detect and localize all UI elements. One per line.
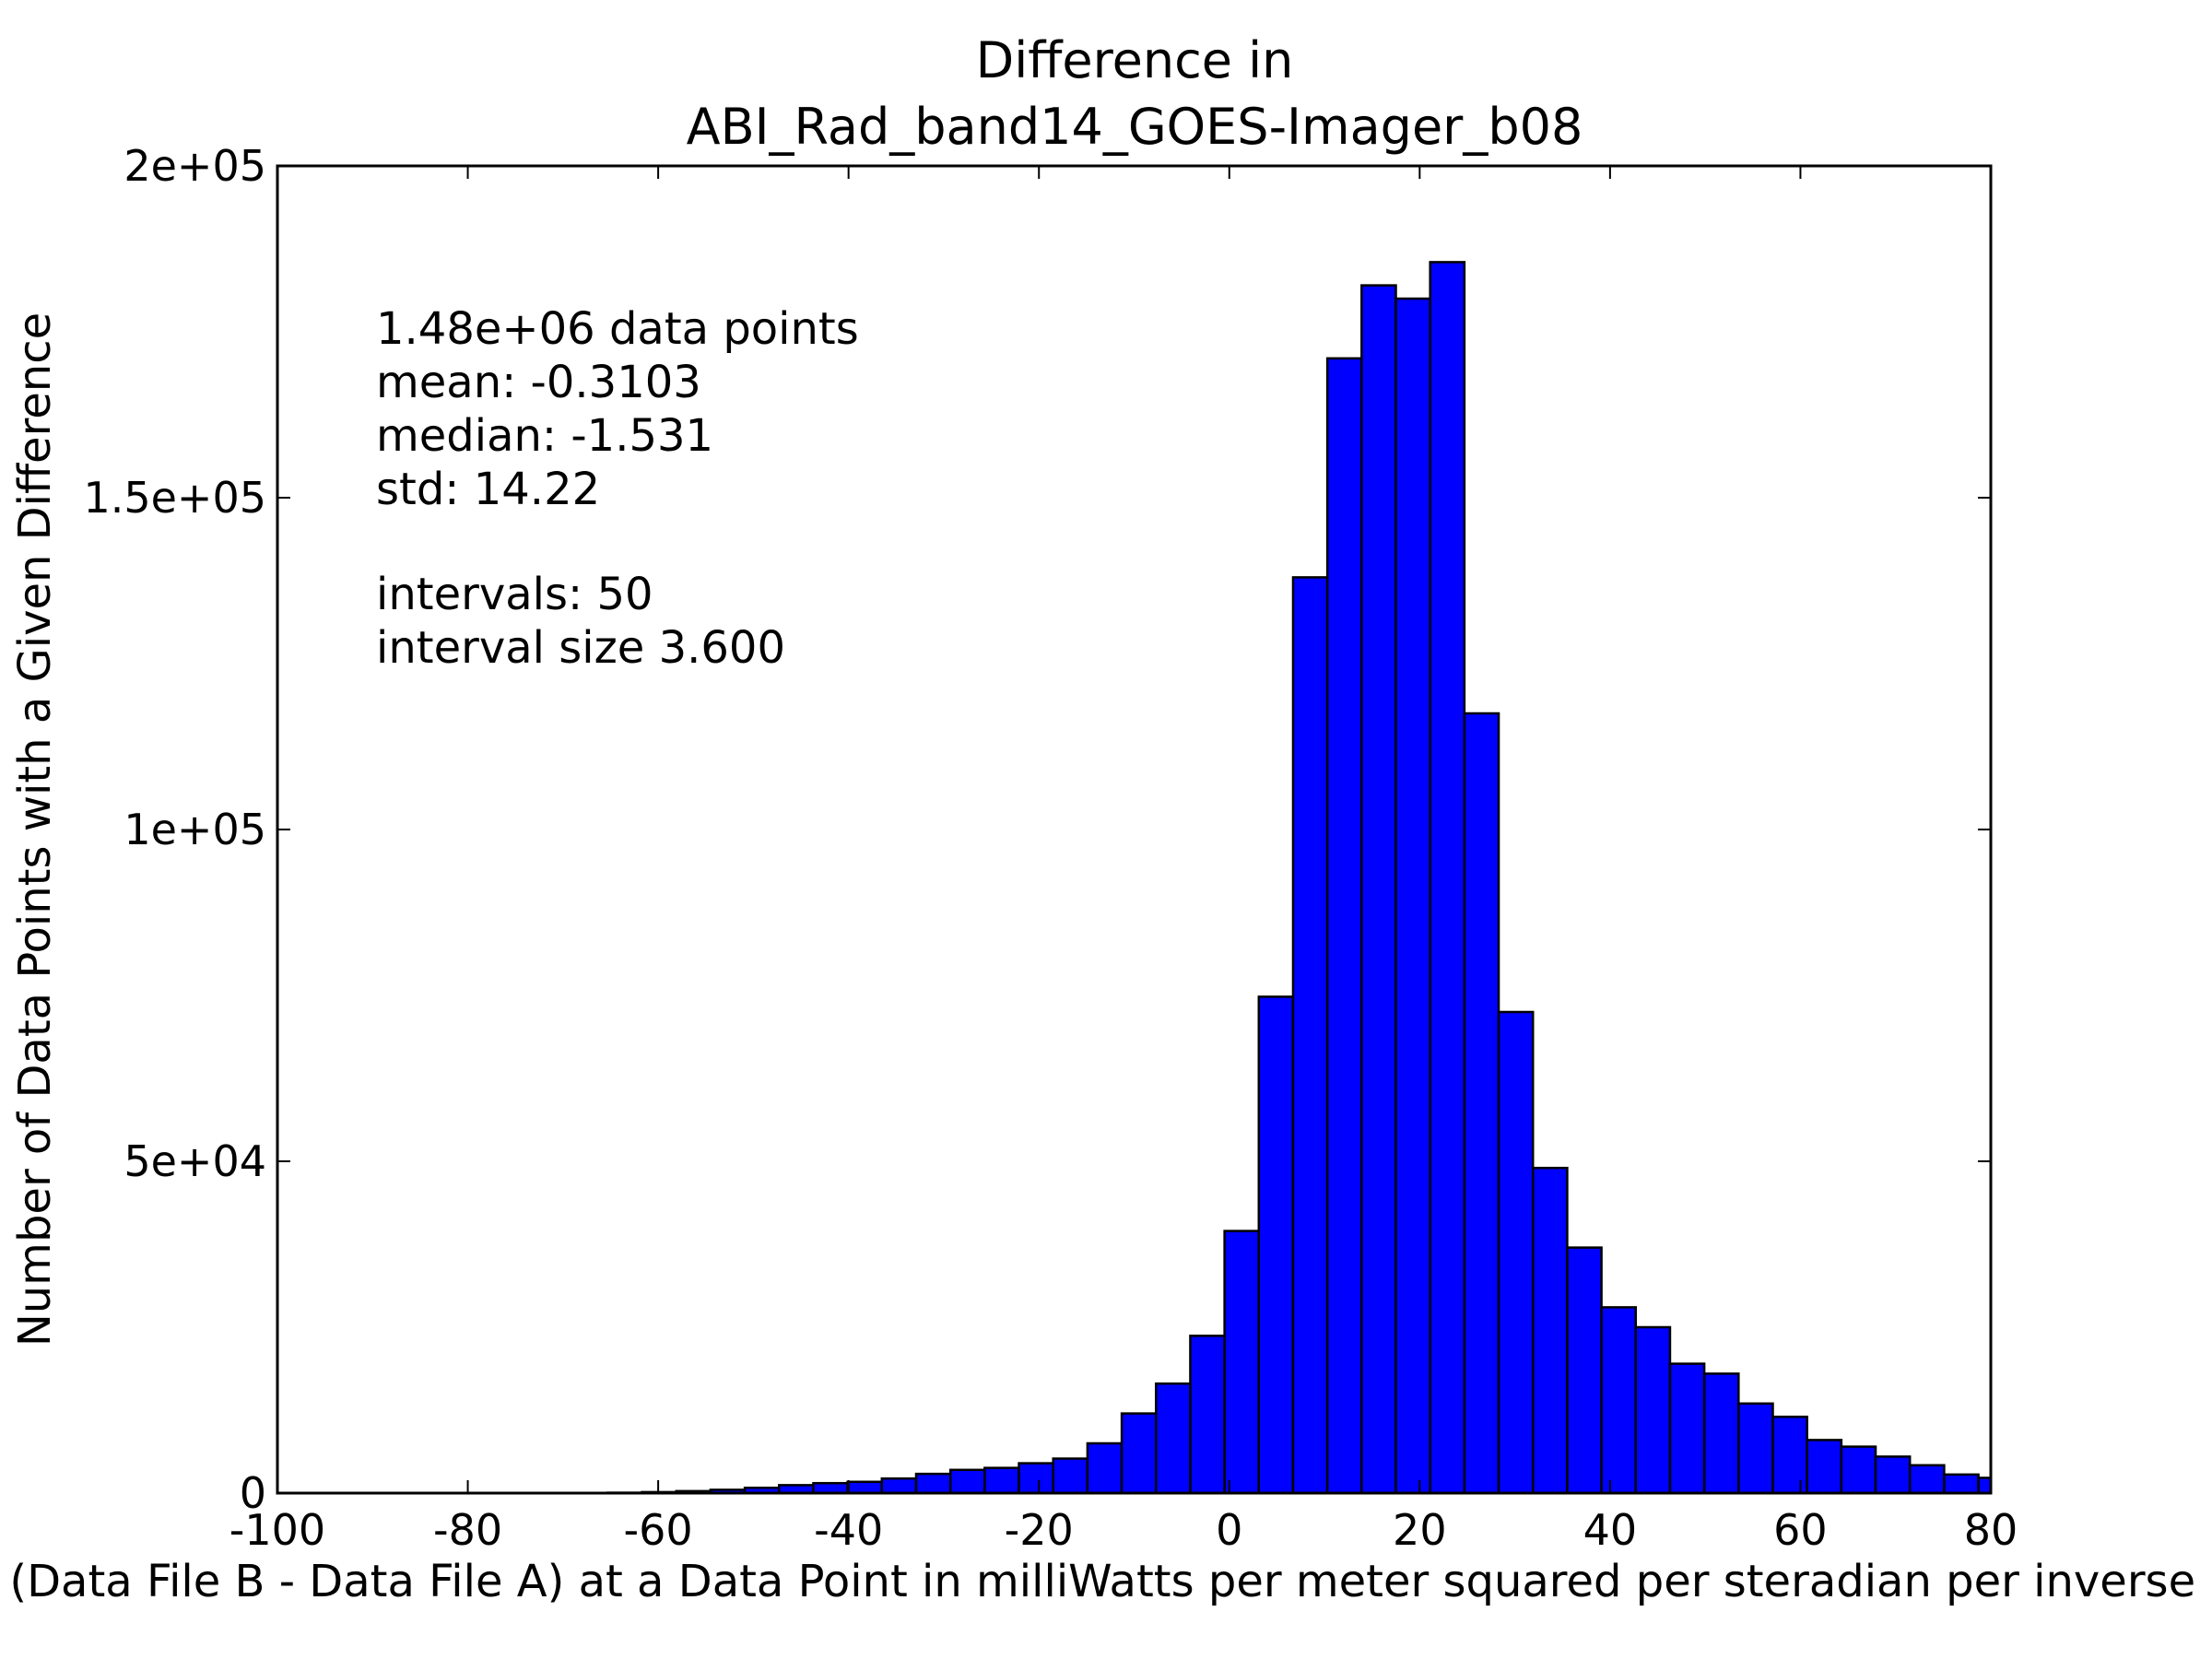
x-tick-label: -20 — [1005, 1505, 1074, 1555]
x-tick-label: 60 — [1773, 1505, 1828, 1555]
x-tick-label: 20 — [1393, 1505, 1447, 1555]
histogram-bar — [1394, 297, 1431, 1495]
histogram-bar — [1908, 1464, 1946, 1495]
x-tick-label: 0 — [1216, 1505, 1242, 1555]
x-tick-label: -100 — [229, 1505, 325, 1555]
histogram-bar — [1943, 1473, 1980, 1495]
histogram-bar — [1634, 1325, 1672, 1495]
stats-line-std: std: 14.22 — [376, 464, 600, 515]
histogram-bar — [983, 1466, 1020, 1495]
y-axis-label: Number of Data Points with a Given Diffe… — [9, 312, 61, 1347]
histogram-bar — [1325, 357, 1363, 1495]
histogram-bar — [1291, 576, 1329, 1495]
histogram-bar — [1155, 1382, 1192, 1495]
chart-title-line-2: ABI_Rad_band14_GOES-Imager_b08 — [687, 98, 1583, 156]
y-tick-label: 1.5e+05 — [83, 473, 266, 523]
stats-line-median: median: -1.531 — [376, 410, 713, 462]
histogram-bar — [1018, 1462, 1054, 1495]
histogram-bar — [914, 1472, 952, 1495]
histogram-bar — [1120, 1412, 1158, 1495]
y-tick-label: 0 — [240, 1468, 266, 1518]
x-tick-label: -40 — [814, 1505, 883, 1555]
y-tick-label: 2e+05 — [124, 141, 266, 191]
histogram-bar — [1360, 284, 1397, 1495]
histogram-bars — [571, 261, 1993, 1495]
histogram-bar — [1052, 1457, 1089, 1495]
axis-ticks — [276, 165, 1992, 1494]
x-tick-label: 40 — [1583, 1505, 1638, 1555]
histogram-bar — [846, 1480, 884, 1495]
y-tick-label: 1e+05 — [124, 805, 266, 854]
x-tick-label: -80 — [433, 1505, 502, 1555]
histogram-bar — [948, 1468, 986, 1495]
histogram-bar — [812, 1481, 849, 1495]
histogram-bar — [1668, 1362, 1706, 1495]
stats-line-interval-size: interval size 3.600 — [376, 622, 785, 674]
histogram-bar — [1771, 1415, 1808, 1495]
histogram-bar — [1429, 261, 1466, 1495]
histogram-bar — [1497, 1010, 1535, 1495]
histogram-bar — [1874, 1455, 1912, 1495]
histogram-bar — [1566, 1246, 1603, 1495]
histogram-bar — [1223, 1230, 1261, 1495]
stats-line-count: 1.48e+06 data points — [376, 303, 859, 355]
histogram-bar — [1600, 1306, 1638, 1495]
x-axis-label: Value of (Data File B - Data File A) at … — [0, 1556, 2212, 1607]
x-tick-label: 80 — [1964, 1505, 2018, 1555]
histogram-bar — [1806, 1439, 1843, 1495]
histogram-bar — [1702, 1372, 1740, 1495]
stats-line-mean: mean: -0.3103 — [376, 357, 701, 408]
histogram-bar — [1977, 1477, 1993, 1495]
histogram-bar — [1737, 1402, 1774, 1495]
histogram-bar — [1840, 1445, 1877, 1495]
y-tick-label: 5e+04 — [124, 1136, 266, 1186]
histogram-bar — [1086, 1441, 1124, 1495]
stats-annotation: 1.48e+06 data points mean: -0.3103 media… — [376, 303, 859, 674]
histogram-bar — [1531, 1166, 1569, 1495]
histogram-bar — [880, 1477, 918, 1495]
histogram-bar — [1189, 1335, 1226, 1495]
y-tick-labels: 0 5e+04 1e+05 1.5e+05 2e+05 — [83, 141, 266, 1518]
histogram-bar — [1463, 712, 1500, 1495]
chart-title-line-1: Difference in — [976, 31, 1294, 89]
x-tick-label: -60 — [624, 1505, 693, 1555]
histogram-bar — [1257, 995, 1295, 1495]
x-tick-labels: -100 -80 -60 -40 -20 0 20 40 60 80 — [229, 1505, 2018, 1555]
stats-line-intervals: intervals: 50 — [376, 569, 653, 620]
